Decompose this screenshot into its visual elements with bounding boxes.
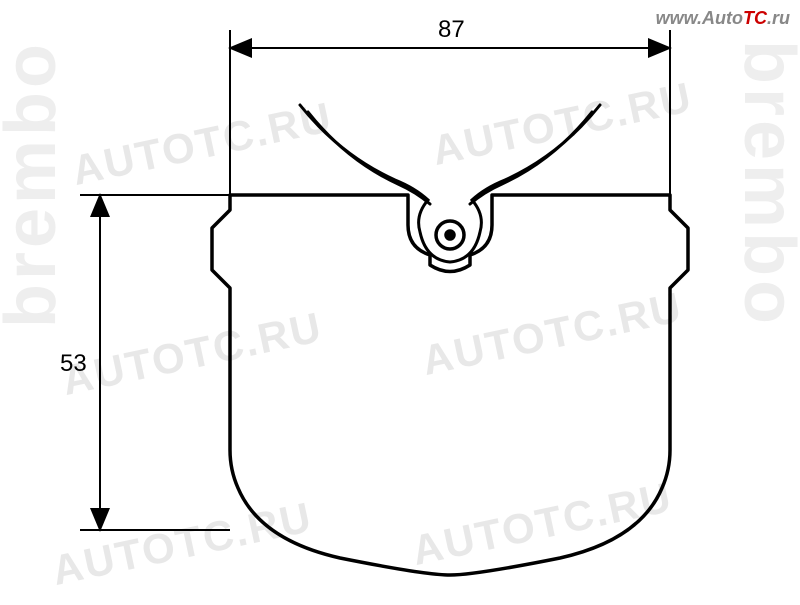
width-dimension-label: 87: [438, 16, 465, 44]
technical-diagram: [0, 0, 800, 600]
height-dimension-label: 53: [60, 350, 87, 378]
